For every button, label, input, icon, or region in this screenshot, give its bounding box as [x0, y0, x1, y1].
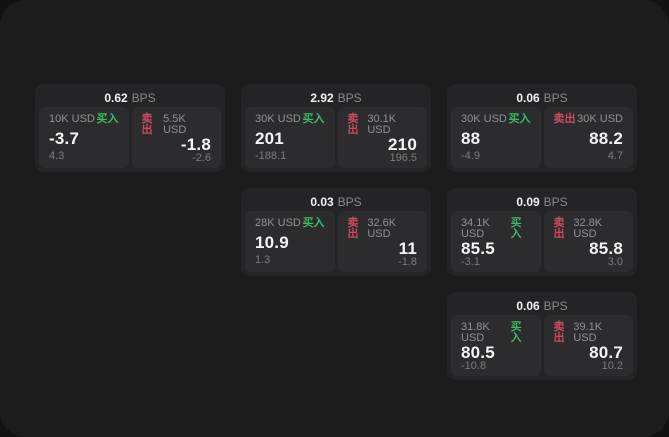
card-header: 0.06 BPS: [451, 88, 633, 107]
sell-badge: 卖出: [553, 217, 565, 240]
sell-size: 30K USD: [577, 113, 623, 125]
sell-size: 5.5K USD: [163, 113, 187, 136]
sell-delta: 10.2: [601, 360, 623, 372]
quote-card[interactable]: 0.06 BPS 30K USD 买入 88 -4.9 卖出 30K USD: [447, 84, 637, 172]
card-header: 0.03 BPS: [245, 192, 427, 211]
buy-badge: 买入: [302, 113, 325, 125]
buy-delta: -188.1: [255, 150, 287, 162]
quote-card[interactable]: 0.06 BPS 31.8K USD 买入 80.5 -10.8 卖出 39.1…: [447, 292, 637, 380]
sell-price: -1.8: [180, 135, 211, 154]
sell-badge: 卖出: [347, 217, 359, 240]
sell-size: 32.6K USD: [367, 217, 397, 240]
sell-tile[interactable]: 卖出 5.5K USD -1.8 -2.6: [131, 107, 221, 168]
buy-price: 85.5: [461, 239, 495, 258]
bps-unit: BPS: [543, 194, 568, 209]
buy-delta: 4.3: [49, 150, 65, 162]
buy-tile[interactable]: 10K USD 买入 -3.7 4.3: [39, 107, 129, 168]
buy-tile[interactable]: 30K USD 买入 201 -188.1: [245, 107, 335, 168]
sell-badge: 卖出: [347, 113, 359, 136]
sell-size: 39.1K USD: [573, 321, 603, 344]
bps-value: 2.92: [310, 90, 334, 105]
buy-tile[interactable]: 34.1K USD 买入 85.5 -3.1: [451, 211, 541, 272]
sell-tile[interactable]: 卖出 32.8K USD 85.8 3.0: [543, 211, 633, 272]
buy-badge: 买入: [96, 113, 119, 125]
bps-value: 0.09: [516, 194, 540, 209]
buy-tile[interactable]: 28K USD 买入 10.9 1.3: [245, 211, 335, 272]
quote-grid: 0.62 BPS 10K USD 买入 -3.7 4.3 卖出 5.5K USD: [35, 84, 637, 380]
buy-price: 201: [255, 128, 284, 148]
card-header: 0.09 BPS: [451, 192, 633, 211]
buy-badge: 买入: [510, 321, 522, 344]
card-header: 2.92 BPS: [245, 88, 427, 107]
sell-price: 85.8: [589, 239, 623, 258]
buy-delta: -3.1: [461, 256, 480, 268]
tiles-row: 31.8K USD 买入 80.5 -10.8 卖出 39.1K USD 80.…: [451, 315, 633, 376]
sell-price: 88.2: [589, 128, 623, 148]
buy-size: 31.8K USD: [461, 321, 490, 344]
sell-price: 210: [388, 135, 417, 154]
tiles-row: 10K USD 买入 -3.7 4.3 卖出 5.5K USD -1.8 -2.…: [39, 107, 221, 168]
sell-tile[interactable]: 卖出 32.6K USD 11 -1.8: [337, 211, 427, 272]
buy-size: 34.1K USD: [461, 217, 490, 240]
tiles-row: 28K USD 买入 10.9 1.3 卖出 32.6K USD 11 -1.8: [245, 211, 427, 272]
sell-delta: 196.5: [389, 152, 417, 164]
bps-unit: BPS: [337, 90, 362, 105]
bps-value: 0.06: [516, 90, 540, 105]
buy-size: 10K USD: [49, 113, 95, 125]
sell-tile[interactable]: 卖出 39.1K USD 80.7 10.2: [543, 315, 633, 376]
sell-badge: 卖出: [553, 113, 576, 125]
sell-price: 80.7: [589, 343, 623, 362]
buy-delta: -10.8: [461, 360, 487, 372]
sell-size: 32.8K USD: [573, 217, 603, 240]
sell-size: 30.1K USD: [367, 113, 397, 136]
tiles-row: 34.1K USD 买入 85.5 -3.1 卖出 32.8K USD 85.8…: [451, 211, 633, 272]
bps-value: 0.03: [310, 194, 334, 209]
quote-card[interactable]: 2.92 BPS 30K USD 买入 201 -188.1 卖出 30.1K …: [241, 84, 431, 172]
buy-badge: 买入: [302, 217, 325, 229]
card-header: 0.62 BPS: [39, 88, 221, 107]
buy-delta: -4.9: [461, 150, 480, 162]
buy-price: 80.5: [461, 343, 495, 362]
buy-price: 88: [461, 128, 481, 148]
bps-unit: BPS: [131, 90, 156, 105]
buy-size: 30K USD: [461, 113, 507, 125]
quote-card[interactable]: 0.09 BPS 34.1K USD 买入 85.5 -3.1 卖出 32.8K…: [447, 188, 637, 276]
tiles-row: 30K USD 买入 88 -4.9 卖出 30K USD 88.2 4.7: [451, 107, 633, 168]
sell-tile[interactable]: 卖出 30K USD 88.2 4.7: [543, 107, 633, 168]
sell-price: 11: [398, 239, 417, 258]
buy-size: 30K USD: [255, 113, 301, 125]
buy-badge: 买入: [510, 217, 522, 240]
sell-delta: -2.6: [192, 152, 211, 164]
sell-badge: 卖出: [141, 113, 153, 136]
bps-value: 0.62: [104, 90, 128, 105]
quote-card[interactable]: 0.03 BPS 28K USD 买入 10.9 1.3 卖出 32.6K US…: [241, 188, 431, 276]
buy-tile[interactable]: 31.8K USD 买入 80.5 -10.8: [451, 315, 541, 376]
buy-price: 10.9: [255, 232, 289, 252]
bps-unit: BPS: [337, 194, 362, 209]
tiles-row: 30K USD 买入 201 -188.1 卖出 30.1K USD 210 1…: [245, 107, 427, 168]
bps-value: 0.06: [516, 298, 540, 313]
sell-badge: 卖出: [553, 321, 565, 344]
quote-card[interactable]: 0.62 BPS 10K USD 买入 -3.7 4.3 卖出 5.5K USD: [35, 84, 225, 172]
card-header: 0.06 BPS: [451, 296, 633, 315]
sell-delta: 3.0: [607, 256, 623, 268]
buy-price: -3.7: [49, 128, 80, 148]
buy-badge: 买入: [508, 113, 531, 125]
sell-tile[interactable]: 卖出 30.1K USD 210 196.5: [337, 107, 427, 168]
sell-delta: 4.7: [607, 150, 623, 162]
buy-delta: 1.3: [255, 254, 271, 266]
sell-delta: -1.8: [398, 256, 417, 268]
bps-unit: BPS: [543, 90, 568, 105]
buy-tile[interactable]: 30K USD 买入 88 -4.9: [451, 107, 541, 168]
buy-size: 28K USD: [255, 217, 301, 229]
bps-unit: BPS: [543, 298, 568, 313]
